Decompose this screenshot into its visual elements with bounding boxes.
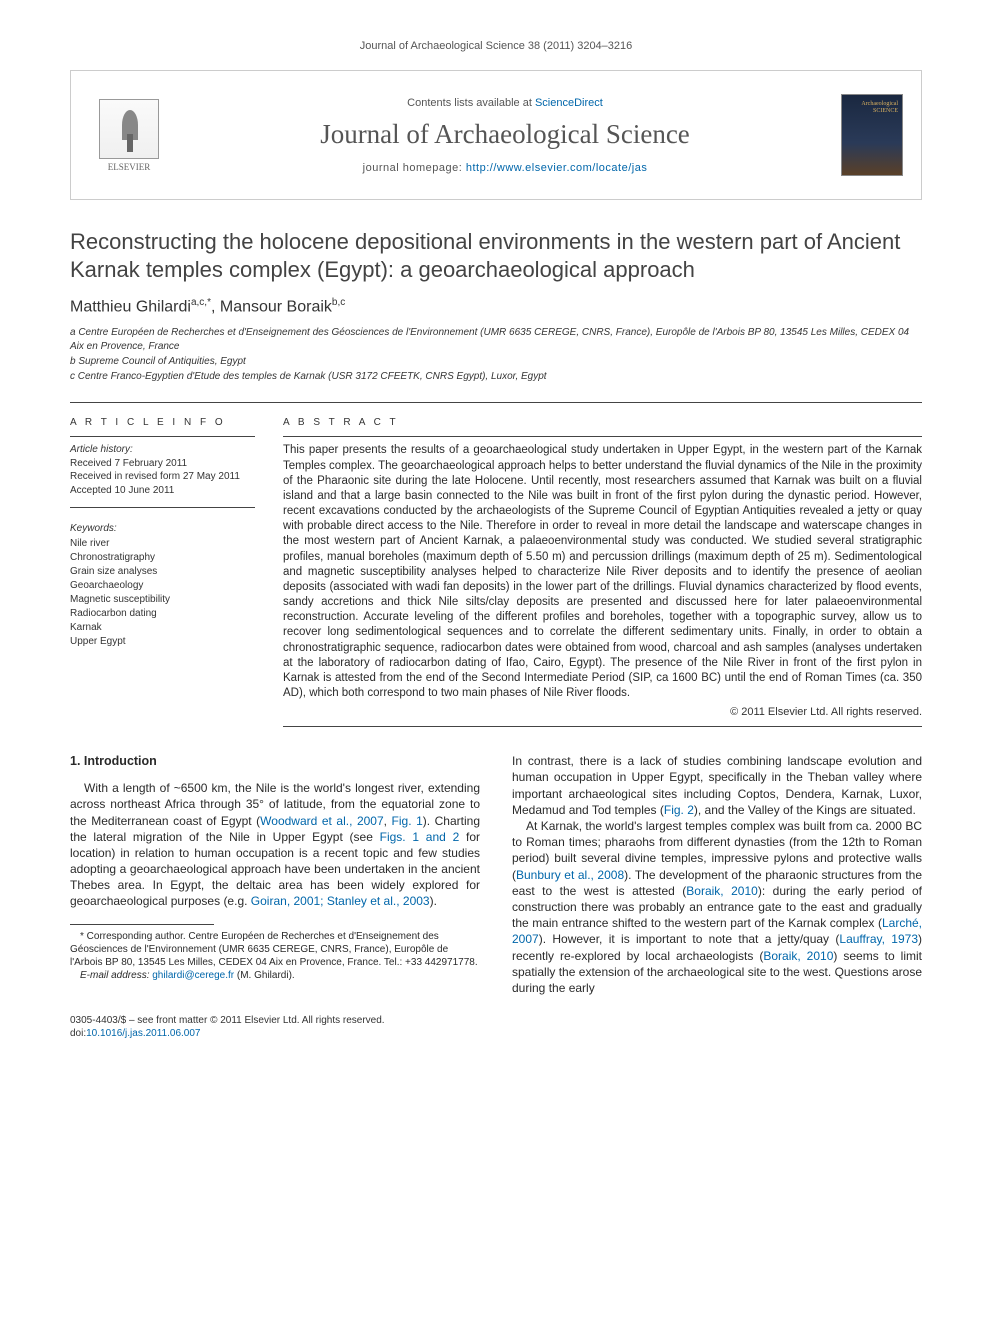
keywords-block: Keywords: Nile river Chronostratigraphy …: [70, 522, 255, 649]
contents-line: Contents lists available at ScienceDirec…: [169, 97, 841, 109]
affiliation-a: a Centre Européen de Recherches et d'Ens…: [70, 326, 922, 354]
body-column-left: 1. Introduction With a length of ~6500 k…: [70, 753, 480, 996]
page-container: Journal of Archaeological Science 38 (20…: [0, 0, 992, 1070]
affiliation-b: b Supreme Council of Antiquities, Egypt: [70, 355, 922, 369]
journal-cover-thumb: Archaeological SCIENCE: [841, 94, 903, 176]
email-suffix: (M. Ghilardi).: [234, 970, 295, 981]
doi-link[interactable]: 10.1016/j.jas.2011.06.007: [86, 1028, 200, 1039]
article-info-head: A R T I C L E I N F O: [70, 417, 255, 428]
journal-info-box: ELSEVIER Contents lists available at Sci…: [70, 70, 922, 200]
keyword: Nile river: [70, 537, 255, 551]
journal-name: Journal of Archaeological Science: [169, 119, 841, 150]
doi-prefix: doi:: [70, 1028, 86, 1039]
email-footnote: E-mail address: ghilardi@cerege.fr (M. G…: [70, 969, 480, 982]
article-info-column: A R T I C L E I N F O Article history: R…: [70, 403, 255, 727]
contents-prefix: Contents lists available at: [407, 97, 535, 109]
footer-doi-line: doi:10.1016/j.jas.2011.06.007: [70, 1027, 922, 1040]
abstract-text: This paper presents the results of a geo…: [283, 437, 922, 701]
keyword: Magnetic susceptibility: [70, 593, 255, 607]
text-span: ). However, it is important to note that…: [539, 932, 840, 946]
homepage-link[interactable]: http://www.elsevier.com/locate/jas: [466, 162, 647, 174]
elsevier-logo: ELSEVIER: [89, 99, 169, 172]
email-label: E-mail address:: [80, 970, 152, 981]
author-1-sup: a,c,*: [191, 297, 211, 308]
authors-line: Matthieu Ghilardia,c,*, Mansour Boraikb,…: [70, 297, 922, 316]
abstract-column: A B S T R A C T This paper presents the …: [283, 403, 922, 727]
footer-line-1: 0305-4403/$ – see front matter © 2011 El…: [70, 1014, 922, 1027]
intro-para-1: With a length of ~6500 km, the Nile is t…: [70, 780, 480, 910]
fig-link[interactable]: Figs. 1 and 2: [380, 830, 460, 844]
intro-para-3: At Karnak, the world's largest temples c…: [512, 818, 922, 996]
ref-link[interactable]: Goiran, 2001; Stanley et al., 2003: [251, 894, 430, 908]
fig-link[interactable]: Fig. 1: [392, 814, 423, 828]
page-footer: 0305-4403/$ – see front matter © 2011 El…: [70, 1014, 922, 1040]
ref-link[interactable]: Woodward et al., 2007: [260, 814, 383, 828]
section-1-heading: 1. Introduction: [70, 753, 480, 770]
elsevier-tree-icon: [99, 99, 159, 159]
keyword: Radiocarbon dating: [70, 607, 255, 621]
history-accepted: Accepted 10 June 2011: [70, 484, 255, 498]
corresponding-author-footnote: * Corresponding author. Centre Européen …: [70, 930, 480, 969]
ref-link[interactable]: Boraik, 2010: [763, 949, 833, 963]
header-citation: Journal of Archaeological Science 38 (20…: [70, 40, 922, 52]
rule-below-abstract: [283, 726, 922, 727]
abstract-head: A B S T R A C T: [283, 417, 922, 428]
body-columns: 1. Introduction With a length of ~6500 k…: [70, 753, 922, 996]
article-title: Reconstructing the holocene depositional…: [70, 228, 922, 283]
affiliations: a Centre Européen de Recherches et d'Ens…: [70, 326, 922, 384]
author-2: Mansour Boraik: [220, 298, 332, 315]
fig-link[interactable]: Fig. 2: [664, 803, 694, 817]
article-history: Article history: Received 7 February 201…: [70, 437, 255, 508]
intro-para-2: In contrast, there is a lack of studies …: [512, 753, 922, 818]
author-1: Matthieu Ghilardi: [70, 298, 191, 315]
ref-link[interactable]: Lauffray, 1973: [839, 932, 918, 946]
author-sep: ,: [211, 298, 220, 315]
keyword: Grain size analyses: [70, 565, 255, 579]
history-label: Article history:: [70, 443, 255, 457]
info-center: Contents lists available at ScienceDirec…: [169, 97, 841, 174]
homepage-prefix: journal homepage:: [363, 162, 466, 174]
ref-link[interactable]: Boraik, 2010: [686, 884, 758, 898]
affiliation-c: c Centre Franco-Egyptien d'Etude des tem…: [70, 370, 922, 384]
body-column-right: In contrast, there is a lack of studies …: [512, 753, 922, 996]
keyword: Geoarchaeology: [70, 579, 255, 593]
ref-link[interactable]: Bunbury et al., 2008: [516, 868, 624, 882]
info-abstract-row: A R T I C L E I N F O Article history: R…: [70, 403, 922, 727]
keyword: Chronostratigraphy: [70, 551, 255, 565]
text-span: ,: [384, 814, 392, 828]
keywords-label: Keywords:: [70, 522, 255, 536]
text-span: ), and the Valley of the Kings are situa…: [694, 803, 916, 817]
email-link[interactable]: ghilardi@cerege.fr: [152, 970, 234, 981]
keyword: Upper Egypt: [70, 635, 255, 649]
keyword: Karnak: [70, 621, 255, 635]
sciencedirect-link[interactable]: ScienceDirect: [535, 97, 603, 109]
footnote-rule: [70, 924, 214, 925]
author-2-sup: b,c: [332, 297, 345, 308]
cover-thumb-text: Archaeological SCIENCE: [846, 101, 898, 114]
homepage-line: journal homepage: http://www.elsevier.co…: [169, 162, 841, 174]
history-received: Received 7 February 2011: [70, 457, 255, 471]
abstract-copyright: © 2011 Elsevier Ltd. All rights reserved…: [283, 706, 922, 718]
elsevier-label: ELSEVIER: [108, 162, 151, 172]
text-span: ).: [430, 894, 437, 908]
history-revised: Received in revised form 27 May 2011: [70, 470, 255, 484]
